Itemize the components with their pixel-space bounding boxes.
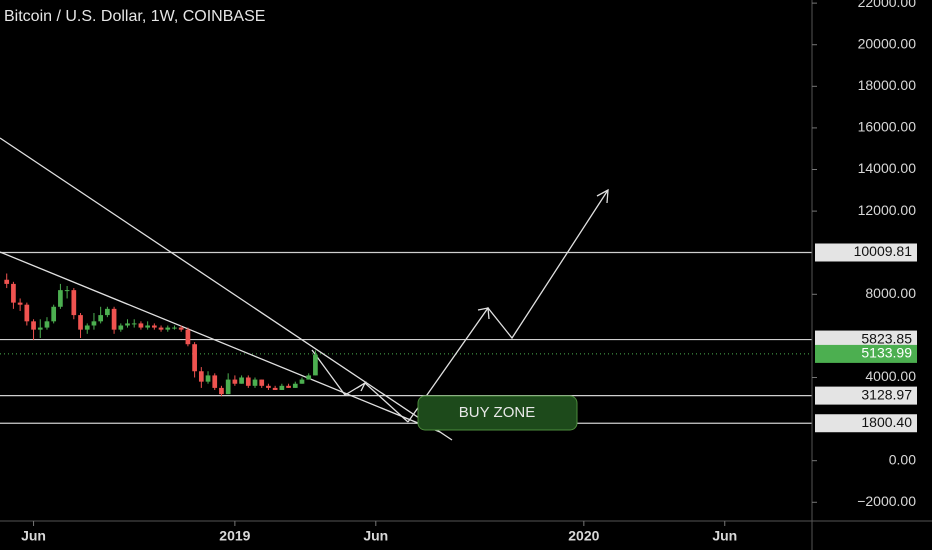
y-tick-label: −2000.00 xyxy=(857,493,916,509)
last-price-box xyxy=(815,344,917,363)
level-label-box xyxy=(815,414,917,433)
candle-body xyxy=(212,375,218,388)
candle-body xyxy=(58,290,63,307)
chart-title: Bitcoin / U.S. Dollar, 1W, COINBASE xyxy=(4,8,265,25)
candle-body xyxy=(225,379,231,395)
candle-body xyxy=(292,383,298,388)
candle-body xyxy=(259,379,265,386)
candle-body xyxy=(84,325,90,330)
drawings xyxy=(0,137,609,441)
y-tick-label: 18000.00 xyxy=(858,77,917,93)
candle-body xyxy=(172,327,177,329)
candle-body xyxy=(118,325,124,330)
y-tick-label: 12000.00 xyxy=(858,202,917,218)
candle-body xyxy=(98,315,104,322)
y-tick-label: 8000.00 xyxy=(865,285,916,301)
level-label-box xyxy=(815,386,917,405)
x-tick-label: Jun xyxy=(712,528,737,544)
level-label: 1800.40 xyxy=(861,414,912,430)
y-tick-label: 16000.00 xyxy=(858,119,917,135)
candle-body xyxy=(11,283,16,303)
arrow-head xyxy=(356,381,367,392)
y-tick-label: 4000.00 xyxy=(865,368,916,384)
candle-body xyxy=(299,379,305,384)
candle-body xyxy=(64,290,70,292)
y-tick-label: 22000.00 xyxy=(858,0,917,10)
candle-body xyxy=(252,379,258,386)
candle-body xyxy=(192,344,197,372)
x-tick-label: Jun xyxy=(21,528,46,544)
trend-line xyxy=(0,251,441,433)
arrow-head xyxy=(477,307,490,320)
candle-body xyxy=(272,387,278,390)
level-label: 3128.97 xyxy=(861,386,912,402)
candle-body xyxy=(198,371,204,382)
candle-body xyxy=(37,327,43,330)
candle-body xyxy=(111,308,117,330)
candle-body xyxy=(158,327,164,330)
candle-body xyxy=(17,302,23,305)
x-tick-label: 2020 xyxy=(568,528,599,544)
candle-body xyxy=(205,375,211,382)
candle-body xyxy=(266,385,271,388)
candle-body xyxy=(185,329,191,345)
levels xyxy=(0,251,812,424)
candles xyxy=(4,273,318,397)
candle-body xyxy=(279,385,285,390)
candle-body xyxy=(165,327,171,330)
candle-body xyxy=(131,323,137,325)
candle-body xyxy=(245,377,251,386)
candle-body xyxy=(125,323,130,326)
level-label: 5823.85 xyxy=(861,330,912,346)
trend-line xyxy=(0,137,453,441)
candle-body xyxy=(306,375,312,380)
x-tick-label: Jun xyxy=(363,528,388,544)
x-tick-label: 2019 xyxy=(219,528,250,544)
level-label: 10009.81 xyxy=(854,243,913,259)
candle-body xyxy=(138,323,144,328)
buy-zone-label: BUY ZONE xyxy=(459,404,535,421)
candle-body xyxy=(145,325,150,328)
projection-arrow xyxy=(311,349,409,423)
candle-body xyxy=(31,321,36,330)
candle-body xyxy=(24,304,30,322)
candle-body xyxy=(178,327,184,330)
candle-body xyxy=(4,279,10,284)
last-price-label: 5133.99 xyxy=(861,345,912,361)
candle-body xyxy=(239,377,244,384)
candle-body xyxy=(51,306,57,322)
buy-zone-box xyxy=(417,395,578,431)
level-label-box xyxy=(815,330,917,349)
candle-body xyxy=(313,354,318,376)
candle-body xyxy=(219,387,224,395)
candle-body xyxy=(71,290,77,316)
candle-body xyxy=(44,321,50,328)
projection-arrow xyxy=(407,189,609,423)
candle-body xyxy=(78,315,83,330)
candle-body xyxy=(105,308,110,316)
axes: 22000.00 20000.00 18000.00 16000.00 14000.00… xyxy=(21,0,917,544)
level-label-box xyxy=(815,243,917,262)
arrow-head xyxy=(596,188,609,204)
y-tick-label: 0.00 xyxy=(889,451,916,467)
y-tick-label: 20000.00 xyxy=(858,35,917,51)
candle-body xyxy=(151,325,157,328)
candle-body xyxy=(91,321,97,326)
candle-body xyxy=(232,379,238,384)
y-tick-label: 14000.00 xyxy=(858,160,917,176)
candle-body xyxy=(286,385,291,388)
